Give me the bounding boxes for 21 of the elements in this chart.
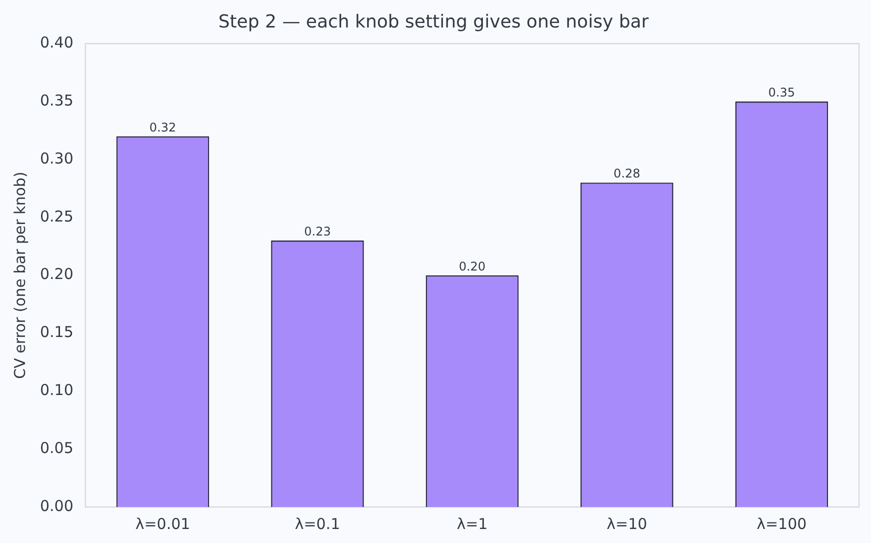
x-tick-label: λ=0.01	[135, 514, 190, 533]
data-label: 0.28	[614, 166, 640, 181]
data-label: 0.32	[149, 120, 176, 134]
data-label: 0.23	[304, 224, 331, 239]
y-tick-label: 0.05	[40, 438, 74, 457]
x-tick-label: λ=0.1	[294, 514, 340, 533]
x-tick-label: λ=10	[606, 514, 648, 533]
y-tick-label: 0.20	[40, 265, 74, 284]
y-tick-label: 0.00	[40, 496, 74, 515]
data-label: 0.35	[768, 86, 795, 100]
y-tick-label: 0.30	[40, 149, 74, 168]
y-tick-label: 0.35	[40, 91, 74, 110]
chart-title: Step 2 — each knob setting gives one noisy bar	[218, 11, 650, 32]
y-tick-label: 0.15	[40, 323, 74, 342]
y-tick-label: 0.25	[40, 207, 74, 226]
y-tick-label: 0.40	[40, 33, 74, 52]
data-label: 0.20	[458, 259, 486, 274]
y-tick-label: 0.10	[40, 381, 74, 400]
y-axis-title: CV error (one bar per knob)	[10, 172, 29, 379]
x-tick-label: λ=100	[756, 514, 807, 533]
x-tick-label: λ=1	[456, 514, 488, 533]
